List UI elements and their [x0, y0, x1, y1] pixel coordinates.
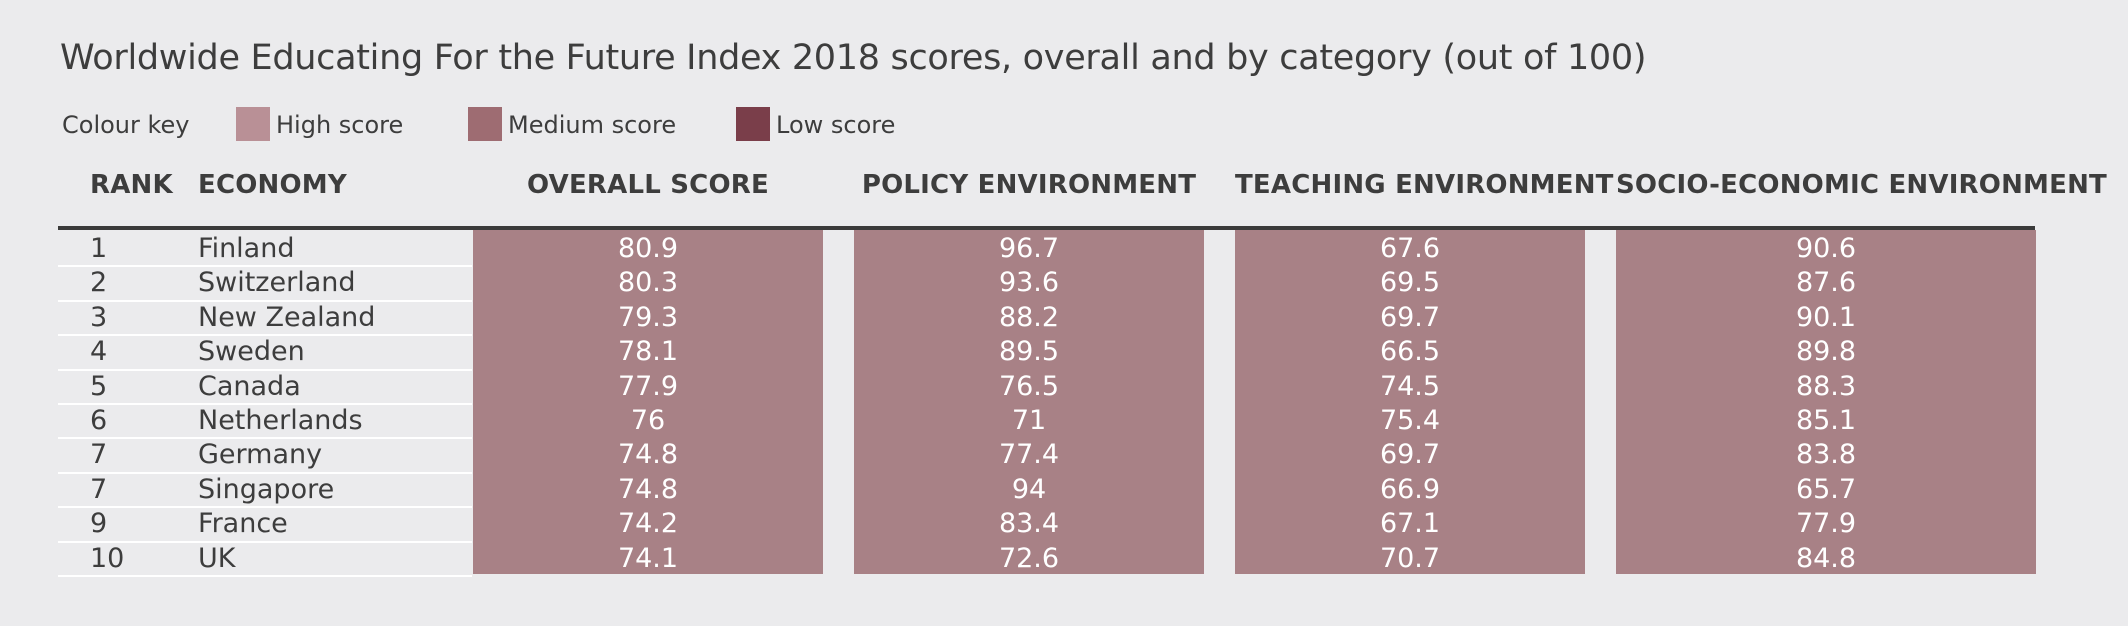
header-overall-score: OVERALL SCORE — [527, 170, 769, 200]
medium-score-swatch — [468, 107, 502, 141]
policy-environment-cell: 93.6 — [998, 267, 1060, 299]
socio-economic-environment-cell: 87.6 — [1795, 267, 1857, 299]
overall-score-cell: 76 — [630, 405, 666, 436]
teaching-environment-cell: 67.6 — [1379, 233, 1441, 264]
overall-score-column — [473, 230, 823, 574]
teaching-environment-cell: 66.5 — [1379, 336, 1441, 368]
rank-cell: 5 — [90, 370, 108, 402]
overall-score-cell: 74.8 — [617, 473, 679, 505]
policy-environment-column — [854, 230, 1204, 574]
rank-cell: 6 — [90, 405, 108, 436]
socio-economic-environment-cell: 65.7 — [1795, 473, 1857, 505]
rank-cell: 4 — [90, 336, 108, 368]
rank-cell: 7 — [90, 439, 108, 471]
economy-cell: Netherlands — [198, 405, 363, 436]
teaching-environment-cell: 66.9 — [1379, 473, 1441, 505]
header-rule — [58, 226, 2035, 230]
socio-economic-environment-cell: 77.9 — [1795, 508, 1857, 540]
row-divider — [58, 575, 472, 577]
policy-environment-cell: 83.4 — [998, 508, 1060, 540]
socio-economic-environment-cell: 84.8 — [1795, 542, 1857, 574]
economy-cell: Germany — [198, 439, 323, 471]
chart-title: Worldwide Educating For the Future Index… — [60, 38, 1647, 78]
medium-score-label: Medium score — [508, 111, 677, 139]
low-score-swatch — [736, 107, 770, 141]
overall-score-cell: 80.3 — [617, 267, 679, 299]
rank-cell: 7 — [90, 473, 108, 505]
header-rank: RANK — [90, 170, 173, 200]
low-score-label: Low score — [776, 111, 896, 139]
overall-score-cell: 74.8 — [617, 439, 679, 471]
economy-cell: New Zealand — [198, 301, 376, 333]
socio-economic-environment-column — [1616, 230, 2036, 574]
policy-environment-cell: 72.6 — [998, 542, 1060, 574]
high-score-swatch — [236, 107, 270, 141]
row-divider — [58, 471, 472, 474]
teaching-environment-cell: 70.7 — [1379, 542, 1441, 574]
header-economy: ECONOMY — [198, 170, 347, 200]
overall-score-cell: 78.1 — [617, 336, 679, 368]
rank-cell: 1 — [90, 233, 108, 264]
teaching-environment-cell: 69.7 — [1379, 439, 1441, 471]
teaching-environment-cell: 69.7 — [1379, 301, 1441, 333]
socio-economic-environment-cell: 89.8 — [1795, 336, 1857, 368]
socio-economic-environment-cell: 90.1 — [1795, 301, 1857, 333]
high-score-label: High score — [276, 111, 404, 139]
policy-environment-cell: 71 — [1011, 405, 1047, 436]
policy-environment-cell: 94 — [1011, 473, 1047, 505]
socio-economic-environment-cell: 83.8 — [1795, 439, 1857, 471]
row-divider — [58, 506, 472, 509]
socio-economic-environment-cell: 90.6 — [1795, 233, 1857, 264]
policy-environment-cell: 88.2 — [998, 301, 1060, 333]
row-divider — [58, 368, 472, 371]
header-policy-environment: POLICY ENVIRONMENT — [861, 170, 1197, 200]
row-divider — [58, 540, 472, 543]
rank-cell: 3 — [90, 301, 108, 333]
socio-economic-environment-cell: 85.1 — [1795, 405, 1857, 436]
teaching-environment-cell: 67.1 — [1379, 508, 1441, 540]
rank-cell: 9 — [90, 508, 108, 540]
row-divider — [58, 334, 472, 337]
overall-score-cell: 74.2 — [617, 508, 679, 540]
row-divider — [58, 299, 472, 302]
row-divider — [58, 265, 472, 268]
header-teaching-environment: TEACHING ENVIRONMENT — [1235, 170, 1614, 200]
overall-score-cell: 80.9 — [617, 233, 679, 264]
rank-cell: 10 — [90, 542, 125, 574]
economy-cell: UK — [198, 542, 236, 574]
economy-cell: Canada — [198, 370, 301, 402]
rank-cell: 2 — [90, 267, 108, 299]
overall-score-cell: 79.3 — [617, 301, 679, 333]
economy-cell: France — [198, 508, 288, 540]
teaching-environment-cell: 74.5 — [1379, 370, 1441, 402]
header-socio-economic-environment: SOCIO-ECONOMIC ENVIRONMENT — [1616, 170, 2107, 200]
teaching-environment-cell: 69.5 — [1379, 267, 1441, 299]
policy-environment-cell: 77.4 — [998, 439, 1060, 471]
row-divider — [58, 403, 472, 405]
economy-cell: Sweden — [198, 336, 305, 368]
economy-cell: Finland — [198, 233, 295, 264]
policy-environment-cell: 76.5 — [998, 370, 1060, 402]
overall-score-cell: 74.1 — [617, 542, 679, 574]
row-divider — [58, 437, 472, 440]
economy-cell: Singapore — [198, 473, 335, 505]
colour-key-label: Colour key — [62, 111, 190, 139]
policy-environment-cell: 89.5 — [998, 336, 1060, 368]
teaching-environment-cell: 75.4 — [1379, 405, 1441, 436]
policy-environment-cell: 96.7 — [998, 233, 1060, 264]
teaching-environment-column — [1235, 230, 1585, 574]
socio-economic-environment-cell: 88.3 — [1795, 370, 1857, 402]
overall-score-cell: 77.9 — [617, 370, 679, 402]
economy-cell: Switzerland — [198, 267, 356, 299]
